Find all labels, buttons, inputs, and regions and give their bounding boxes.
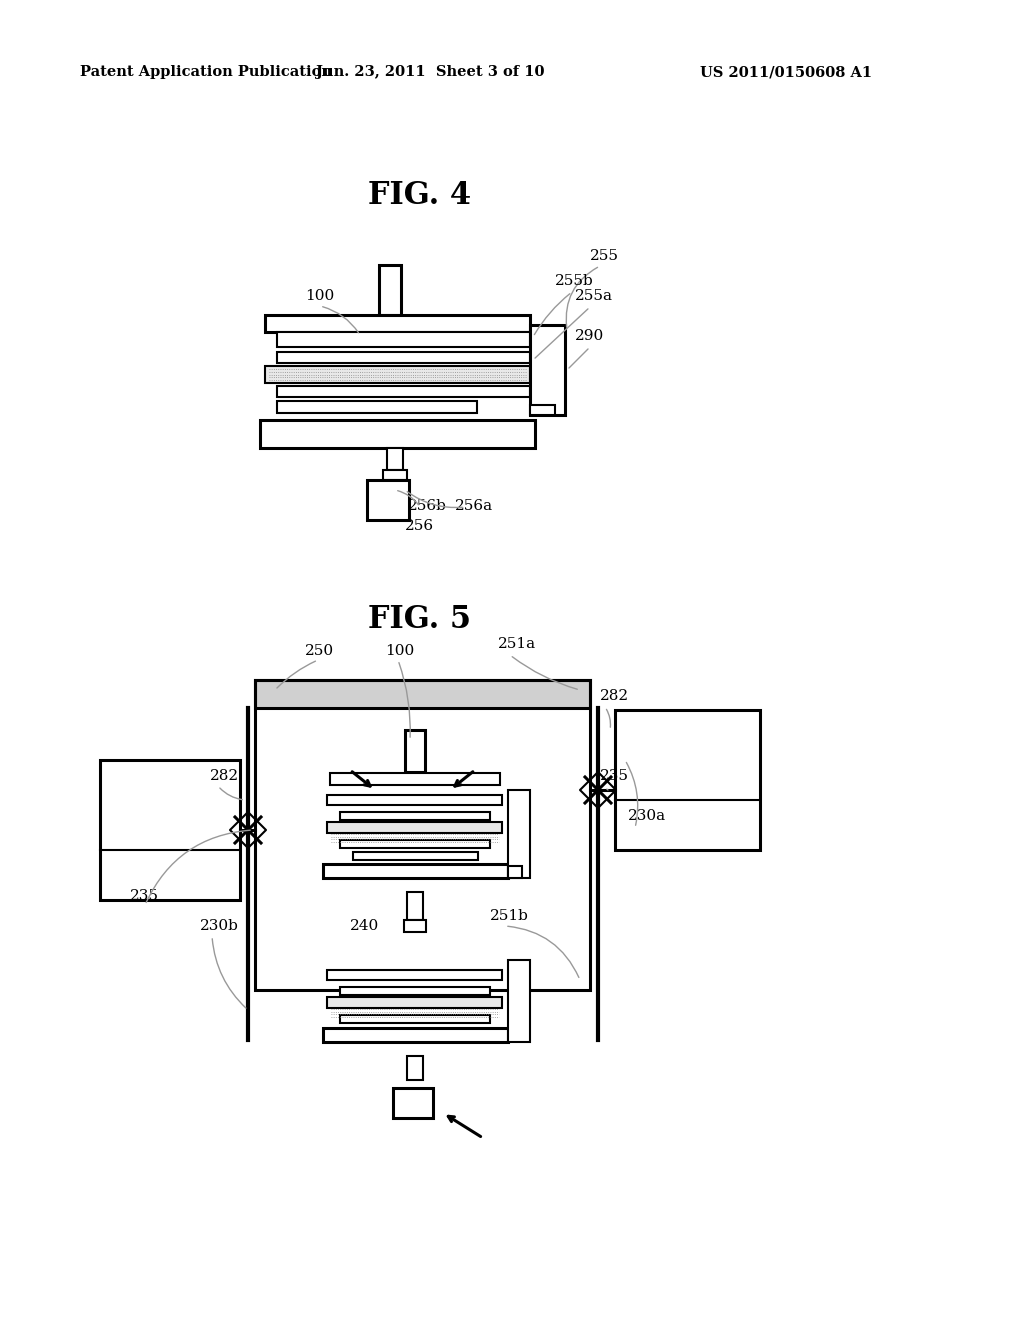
- Bar: [383, 470, 407, 480]
- Text: 282: 282: [210, 770, 240, 783]
- Bar: [508, 789, 530, 878]
- Bar: [407, 892, 423, 920]
- Bar: [265, 315, 530, 333]
- Text: 282: 282: [600, 689, 629, 704]
- Bar: [278, 401, 477, 413]
- Text: 235: 235: [130, 888, 159, 903]
- Text: 230b: 230b: [200, 919, 239, 933]
- Bar: [379, 265, 401, 315]
- Bar: [327, 997, 502, 1008]
- Bar: [615, 710, 760, 850]
- Bar: [327, 970, 502, 979]
- Text: 100: 100: [385, 644, 415, 657]
- Bar: [393, 1088, 433, 1118]
- Bar: [367, 480, 409, 520]
- Bar: [327, 795, 502, 805]
- Bar: [327, 822, 502, 833]
- Bar: [407, 1056, 423, 1080]
- Bar: [278, 352, 530, 363]
- Text: 256a: 256a: [455, 499, 494, 513]
- Bar: [340, 987, 490, 995]
- Bar: [404, 920, 426, 932]
- Text: 256b: 256b: [408, 499, 446, 513]
- Text: FIG. 4: FIG. 4: [369, 180, 472, 210]
- Bar: [330, 774, 500, 785]
- Bar: [265, 366, 530, 383]
- Bar: [406, 730, 425, 772]
- Text: Patent Application Publication: Patent Application Publication: [80, 65, 332, 79]
- Text: 240: 240: [350, 919, 379, 933]
- Text: 250: 250: [305, 644, 334, 657]
- Text: 251a: 251a: [498, 638, 537, 651]
- Text: Jun. 23, 2011  Sheet 3 of 10: Jun. 23, 2011 Sheet 3 of 10: [315, 65, 544, 79]
- Bar: [340, 840, 490, 847]
- Bar: [340, 1015, 490, 1023]
- Bar: [530, 405, 555, 414]
- Text: 255a: 255a: [575, 289, 613, 304]
- Bar: [387, 447, 403, 470]
- Bar: [100, 760, 240, 900]
- Text: 255b: 255b: [555, 275, 594, 288]
- Text: US 2011/0150608 A1: US 2011/0150608 A1: [700, 65, 872, 79]
- Text: 256: 256: [406, 519, 434, 533]
- Text: FIG. 5: FIG. 5: [369, 605, 471, 635]
- Bar: [340, 812, 490, 820]
- Text: 235: 235: [600, 770, 629, 783]
- Text: 100: 100: [305, 289, 334, 304]
- Bar: [508, 960, 530, 1041]
- Bar: [353, 851, 478, 861]
- Bar: [323, 1028, 508, 1041]
- Text: 251b: 251b: [490, 909, 528, 923]
- Text: 290: 290: [575, 329, 604, 343]
- Bar: [278, 333, 530, 347]
- Bar: [255, 680, 590, 708]
- Bar: [530, 325, 565, 414]
- Bar: [278, 385, 530, 397]
- Text: 230a: 230a: [628, 809, 667, 822]
- Bar: [255, 680, 590, 990]
- Bar: [508, 866, 522, 878]
- Text: 255: 255: [590, 249, 618, 263]
- Bar: [323, 865, 508, 878]
- Bar: [260, 420, 535, 447]
